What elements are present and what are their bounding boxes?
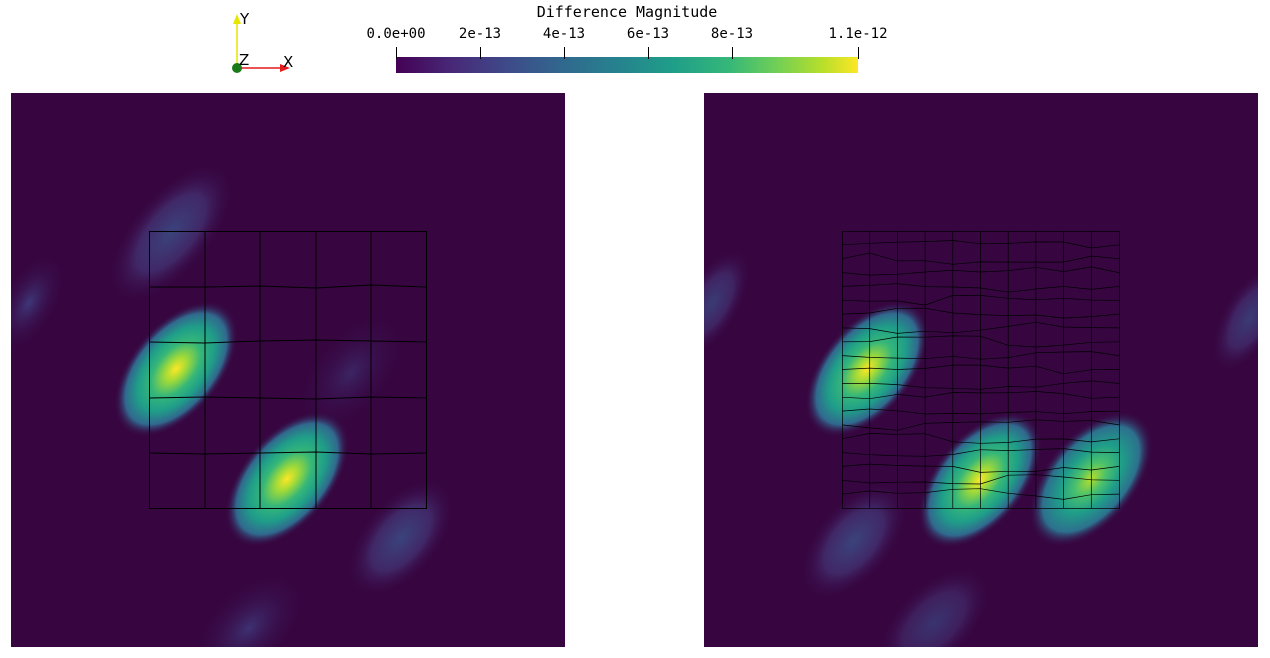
colorbar-tick-mark <box>648 47 649 59</box>
colorbar-tick-mark <box>480 47 481 59</box>
mesh-grid-left <box>148 231 427 509</box>
orientation-axes: Y Z X <box>222 8 302 78</box>
colorbar-tick-label: 1.1e-12 <box>828 26 888 42</box>
field-blobs-right <box>704 249 1258 647</box>
difference-field-left <box>11 162 455 647</box>
colorbar-tick-label: 6e-13 <box>626 26 670 42</box>
colorbar-tick-mark <box>732 47 733 59</box>
colorbar-gradient <box>396 57 858 73</box>
colorbar-tick-mark <box>396 47 397 59</box>
colorbar-tick-mark <box>858 47 859 59</box>
x-axis-label: X <box>283 53 294 71</box>
colorbar-tick-label: 4e-13 <box>542 26 586 42</box>
render-view-left[interactable] <box>11 93 565 647</box>
colorbar-tick-label: 0.0e+00 <box>366 26 426 42</box>
y-axis-label: Y <box>240 10 250 28</box>
mesh-grid-right <box>841 231 1120 509</box>
render-view-right[interactable] <box>704 93 1258 647</box>
colorbar-tick-label: 2e-13 <box>458 26 502 42</box>
difference-field-right <box>704 231 1258 647</box>
z-axis-label: Z <box>239 51 250 69</box>
colorbar-title: Difference Magnitude <box>536 3 718 21</box>
field-blobs-left <box>11 162 455 647</box>
colorbar-tick-mark <box>564 47 565 59</box>
axes-triad-graphic <box>232 14 290 73</box>
colorbar-tick-label: 8e-13 <box>710 26 754 42</box>
